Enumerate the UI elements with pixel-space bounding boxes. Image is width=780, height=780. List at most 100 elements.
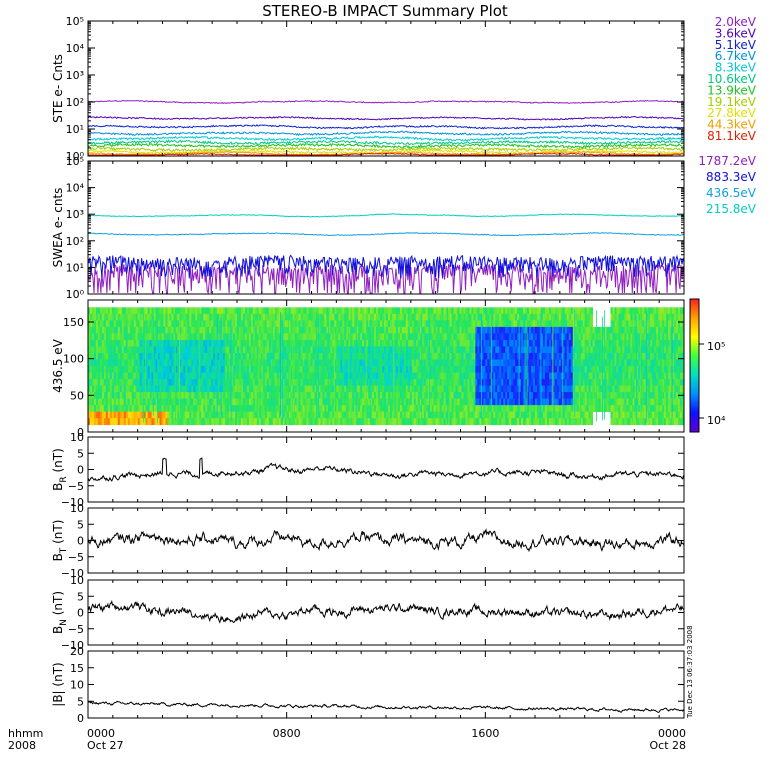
pad-cell <box>382 326 385 334</box>
pad-cell <box>221 307 224 315</box>
pad-cell <box>590 385 594 393</box>
pad-cell <box>362 372 365 380</box>
pad-cell <box>348 339 351 347</box>
pad-cell <box>314 307 317 315</box>
pad-cell <box>328 346 331 354</box>
pad-cell <box>425 392 429 399</box>
pad-cell <box>292 372 296 380</box>
pad-cell <box>298 411 301 419</box>
pad-cell <box>125 385 129 393</box>
pad-cell <box>237 313 240 321</box>
pad-cell <box>246 392 250 399</box>
pad-cell <box>405 326 409 334</box>
pad-cell <box>123 366 127 373</box>
pad-cell <box>137 326 141 334</box>
pad-cell <box>598 398 601 406</box>
pad-cell <box>314 359 317 367</box>
pad-cell <box>346 307 349 315</box>
pad-cell <box>368 307 371 315</box>
pad-cell <box>465 320 468 328</box>
pad-cell <box>340 359 343 367</box>
pad-cell <box>509 392 512 399</box>
pad-cell <box>380 366 383 373</box>
pad-cell <box>237 333 240 341</box>
pad-cell <box>302 398 305 406</box>
pad-cell <box>439 385 443 393</box>
pad-cell <box>93 372 97 380</box>
pad-cell <box>443 392 446 399</box>
pad-cell <box>441 339 445 347</box>
pad-cell <box>233 346 236 354</box>
pad-cell <box>197 346 200 354</box>
pad-cell <box>401 313 405 321</box>
pad-cell <box>270 359 274 367</box>
pad-cell <box>495 307 498 315</box>
pad-cell <box>399 359 403 367</box>
pad-cell <box>594 359 597 367</box>
pad-cell <box>417 418 421 426</box>
pad-cell <box>111 320 115 328</box>
pad-cell <box>403 320 407 328</box>
pad-cell <box>525 385 528 393</box>
pad-cell <box>529 398 532 406</box>
pad-cell <box>171 333 174 341</box>
pad-cell <box>529 405 532 413</box>
pad-cell <box>113 405 117 413</box>
pad-cell <box>185 372 188 380</box>
pad-cell <box>312 385 315 393</box>
pad-cell <box>497 346 500 354</box>
pad-cell <box>163 405 166 413</box>
pad-cell <box>501 326 504 334</box>
pad-cell <box>509 411 512 419</box>
swea-series-2 <box>87 232 685 237</box>
pad-cell <box>370 359 373 367</box>
pad-cell <box>447 320 450 328</box>
pad-cell <box>574 379 578 386</box>
pad-cell <box>380 379 383 386</box>
pad-cell <box>123 411 127 419</box>
pad-cell <box>493 372 496 380</box>
pad-cell <box>268 352 272 360</box>
pad-cell <box>213 411 216 419</box>
pad-cell <box>429 405 433 413</box>
pad-cell <box>425 307 429 315</box>
pad-cell <box>535 372 538 380</box>
pad-cell <box>415 320 419 328</box>
pad-cell <box>318 346 321 354</box>
pad-cell <box>477 418 480 426</box>
pad-cell <box>596 366 599 373</box>
pad-cell <box>481 326 484 334</box>
pad-cell <box>346 392 349 399</box>
pad-cell <box>282 366 286 373</box>
pad-cell <box>544 313 548 321</box>
pad-cell <box>97 346 101 354</box>
pad-cell <box>562 392 566 399</box>
pad-cell <box>217 379 220 386</box>
pad-cell <box>147 352 150 360</box>
pad-cell <box>393 372 397 380</box>
pad-cell <box>453 352 456 360</box>
pad-cell <box>141 392 145 399</box>
pad-cell <box>101 405 105 413</box>
pad-cell <box>552 411 556 419</box>
pad-cell <box>596 352 599 360</box>
pad-cell <box>386 352 389 360</box>
pad-cell <box>362 385 365 393</box>
pad-cell <box>407 372 411 380</box>
pad-cell <box>384 359 387 367</box>
pad-cell <box>509 333 512 341</box>
pad-cell <box>395 385 399 393</box>
pad-cell <box>153 320 156 328</box>
pad-cell <box>149 405 152 413</box>
pad-cell <box>417 333 421 341</box>
pad-cell <box>266 405 270 413</box>
pad-cell <box>165 339 168 347</box>
pad-cell <box>378 346 381 354</box>
pad-cell <box>455 339 458 347</box>
pad-cell <box>580 392 584 399</box>
pad-cell <box>405 339 409 347</box>
pad-cell <box>231 307 234 315</box>
pad-cell <box>368 346 371 354</box>
pad-cell <box>378 405 381 413</box>
pad-cell <box>173 320 176 328</box>
